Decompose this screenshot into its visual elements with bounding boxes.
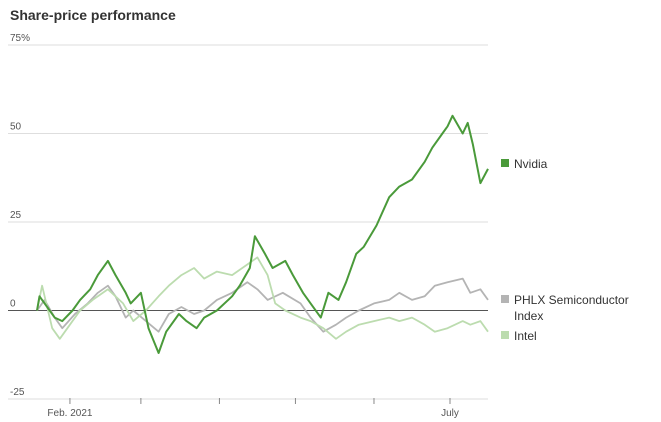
y-tick-label: 25 [10, 210, 22, 221]
y-tick-label: 50 [10, 122, 22, 133]
y-tick-label: 75% [10, 33, 30, 44]
legend-label-phlx-semiconductor-index: PHLX Semiconductor [514, 293, 629, 307]
legend-swatch-phlx-semiconductor-index [501, 295, 509, 303]
series-line-intel [36, 256, 489, 340]
legend-label-intel: Intel [514, 329, 537, 343]
chart-title: Share-price performance [10, 7, 176, 23]
x-axis-ticks: Feb. 2021 July [47, 398, 459, 419]
series-lines [36, 114, 489, 354]
grid-lines [8, 44, 488, 400]
legend-label-phlx-semiconductor-index: Index [514, 309, 543, 323]
legend-label-nvidia: Nvidia [514, 157, 548, 171]
x-tick-label: Feb. 2021 [47, 408, 92, 419]
y-axis-ticks: 75% 50 25 0 -25 [10, 33, 30, 398]
series-line-phlx-semiconductor-index [36, 277, 489, 333]
x-tick-label: July [441, 408, 459, 419]
legend-swatch-nvidia [501, 159, 509, 167]
legend-swatch-intel [501, 331, 509, 339]
legend: PHLX Semiconductor Index Intel Nvidia [501, 157, 629, 343]
y-tick-label: 0 [10, 299, 16, 310]
y-tick-label: -25 [10, 387, 25, 398]
series-line-nvidia [36, 114, 489, 354]
